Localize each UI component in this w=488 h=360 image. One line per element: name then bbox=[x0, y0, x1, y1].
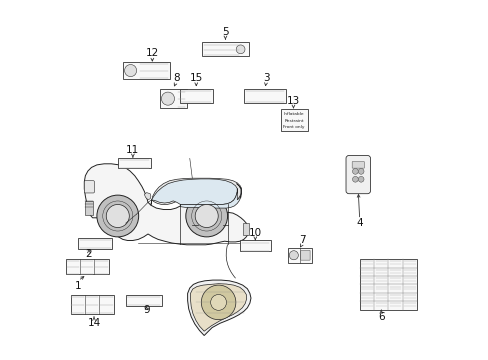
Bar bbox=[159, 89, 186, 108]
Polygon shape bbox=[144, 193, 151, 200]
Polygon shape bbox=[187, 280, 250, 336]
Text: 13: 13 bbox=[286, 96, 300, 106]
Polygon shape bbox=[180, 184, 241, 208]
Text: 8: 8 bbox=[172, 73, 179, 84]
Bar bbox=[244, 89, 285, 103]
Bar bbox=[287, 248, 311, 263]
Circle shape bbox=[195, 204, 218, 228]
FancyBboxPatch shape bbox=[351, 162, 364, 168]
Circle shape bbox=[185, 195, 227, 237]
Text: 11: 11 bbox=[126, 145, 139, 156]
Bar bbox=[240, 240, 270, 251]
Polygon shape bbox=[151, 178, 241, 206]
FancyBboxPatch shape bbox=[300, 250, 309, 260]
Bar bbox=[179, 89, 212, 103]
Bar bbox=[78, 238, 112, 249]
Bar bbox=[66, 259, 108, 274]
Bar bbox=[125, 295, 162, 306]
Bar bbox=[280, 109, 307, 131]
Bar bbox=[242, 223, 249, 235]
Circle shape bbox=[97, 195, 139, 237]
Text: 5: 5 bbox=[222, 27, 228, 37]
Bar bbox=[359, 259, 416, 310]
Bar bbox=[118, 158, 151, 168]
Bar bbox=[202, 42, 248, 56]
Circle shape bbox=[352, 168, 358, 174]
Text: 9: 9 bbox=[143, 305, 150, 315]
Circle shape bbox=[352, 176, 358, 182]
FancyBboxPatch shape bbox=[84, 181, 94, 193]
Bar bbox=[85, 201, 93, 215]
Text: 12: 12 bbox=[145, 48, 159, 58]
Polygon shape bbox=[151, 179, 237, 204]
Circle shape bbox=[106, 204, 129, 228]
Text: 3: 3 bbox=[262, 73, 269, 84]
Bar bbox=[122, 62, 169, 79]
Polygon shape bbox=[190, 284, 246, 331]
Circle shape bbox=[201, 285, 235, 320]
Text: Restraint: Restraint bbox=[284, 119, 304, 123]
Text: 14: 14 bbox=[87, 318, 101, 328]
Circle shape bbox=[236, 45, 244, 54]
Bar bbox=[71, 295, 114, 314]
FancyBboxPatch shape bbox=[346, 156, 370, 194]
Text: 10: 10 bbox=[248, 228, 262, 238]
Circle shape bbox=[289, 251, 298, 260]
Text: 15: 15 bbox=[189, 73, 203, 84]
Circle shape bbox=[161, 92, 174, 105]
Text: Front only: Front only bbox=[283, 125, 305, 129]
Text: 6: 6 bbox=[377, 312, 384, 322]
Text: 1: 1 bbox=[75, 281, 81, 291]
Polygon shape bbox=[84, 164, 248, 245]
Text: Inflatable: Inflatable bbox=[284, 112, 304, 116]
Circle shape bbox=[358, 168, 363, 174]
Circle shape bbox=[124, 64, 136, 77]
Text: 4: 4 bbox=[356, 218, 362, 228]
Circle shape bbox=[210, 294, 226, 310]
Text: 7: 7 bbox=[298, 235, 305, 246]
Circle shape bbox=[358, 176, 363, 182]
Text: 2: 2 bbox=[85, 249, 92, 259]
